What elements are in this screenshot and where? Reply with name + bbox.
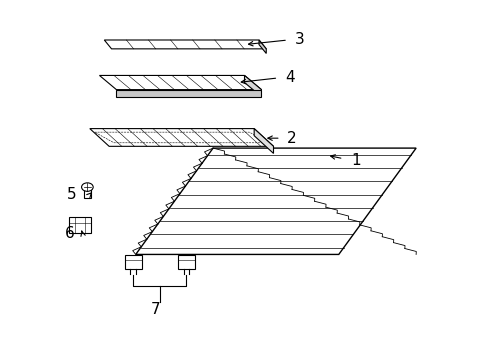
- Polygon shape: [90, 129, 273, 146]
- Text: 5: 5: [66, 188, 76, 202]
- Text: 3: 3: [295, 32, 305, 48]
- Polygon shape: [178, 256, 195, 269]
- Circle shape: [81, 183, 93, 192]
- Polygon shape: [136, 148, 415, 255]
- Text: 4: 4: [285, 70, 295, 85]
- Polygon shape: [104, 40, 265, 49]
- Text: 6: 6: [64, 226, 74, 241]
- Polygon shape: [69, 217, 91, 233]
- Text: 7: 7: [150, 302, 160, 317]
- Polygon shape: [244, 76, 261, 97]
- Polygon shape: [116, 90, 261, 97]
- Text: 1: 1: [350, 153, 360, 168]
- Polygon shape: [254, 129, 273, 153]
- Text: 2: 2: [286, 131, 296, 146]
- Polygon shape: [259, 40, 265, 54]
- Polygon shape: [99, 76, 261, 90]
- Polygon shape: [83, 187, 91, 198]
- Polygon shape: [124, 256, 142, 269]
